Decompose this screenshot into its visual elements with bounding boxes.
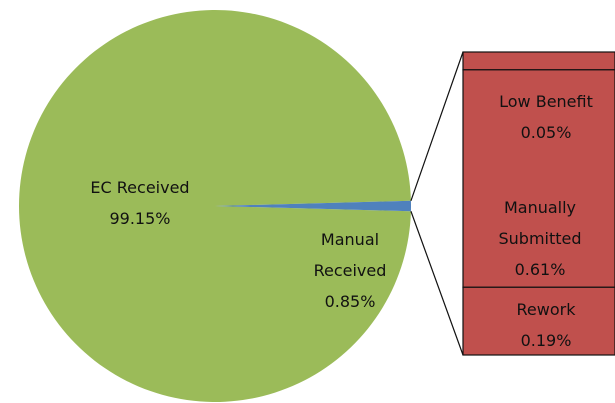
- data-label: 0.85%: [324, 292, 376, 311]
- data-label: 99.15%: [109, 209, 171, 228]
- bar-label: Rework 0.19%: [470, 294, 615, 356]
- bar-segment: [462, 69, 615, 288]
- category-label: Manual Received: [313, 230, 387, 280]
- pie-label: EC Received 99.15%: [60, 172, 220, 234]
- data-label: 0.05%: [520, 123, 572, 142]
- category-label: EC Received: [90, 178, 190, 197]
- pie-slice: [215, 200, 411, 212]
- bar-segment: [462, 286, 615, 356]
- pie-label: Manual Received 0.85%: [305, 224, 395, 317]
- bar-label: Manually Submitted 0.61%: [485, 192, 595, 285]
- bar-segment: [462, 51, 615, 71]
- data-label: 0.19%: [520, 331, 572, 350]
- connector: [410, 51, 464, 201]
- category-label: Rework: [516, 300, 576, 319]
- category-label: Low Benefit: [499, 92, 593, 111]
- pie-slice: [18, 9, 411, 402]
- connector: [410, 211, 464, 356]
- category-label: Manually Submitted: [498, 198, 582, 248]
- data-label: 0.61%: [514, 260, 566, 279]
- bar-label: Low Benefit 0.05%: [470, 86, 615, 148]
